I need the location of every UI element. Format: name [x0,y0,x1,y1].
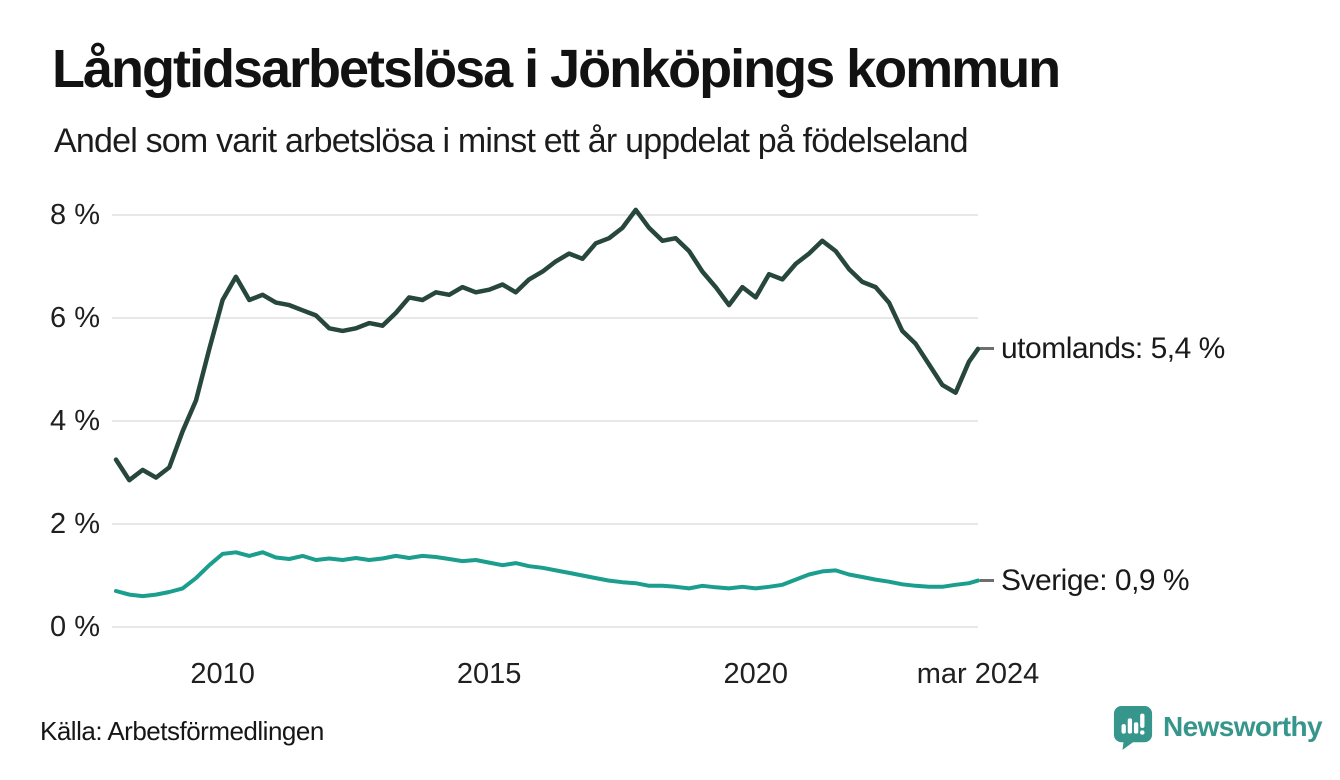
y-axis-tick-0: 0 % [50,611,100,643]
newsworthy-logo: Newsworthy [1112,704,1323,750]
series-leader-dash [980,579,994,583]
series-line-utomlands [113,207,981,483]
series-end-label-sverige: Sverige: 0,9 % [980,562,1190,600]
series-end-label-utomlands: utomlands: 5,4 % [980,330,1225,368]
series-end-label-text: Sverige: 0,9 % [1001,563,1190,597]
y-axis-tick-6: 6 % [50,302,100,334]
y-axis-tick-4: 4 % [50,405,100,437]
source-note: Källa: Arbetsförmedlingen [40,716,324,746]
y-axis-tick-8: 8 % [50,199,100,231]
series-end-label-text: utomlands: 5,4 % [1001,331,1225,365]
newsworthy-bubble-chart-icon [1113,706,1153,750]
chart-subtitle: Andel som varit arbetslösa i minst ett å… [54,122,969,160]
newsworthy-wordmark: Newsworthy [1163,711,1323,742]
y-axis-tick-2: 2 % [50,508,100,540]
x-axis-tick-mar-2024: mar 2024 [916,658,1040,690]
x-axis-tick-2020: 2020 [723,658,788,690]
series-line-sverige [114,550,980,599]
x-axis-tick-2015: 2015 [456,658,522,690]
chart-title: Långtidsarbetslösa i Jönköpings kommun [52,39,1061,99]
x-axis-tick-2010: 2010 [190,658,255,690]
series-leader-dash [980,347,994,351]
